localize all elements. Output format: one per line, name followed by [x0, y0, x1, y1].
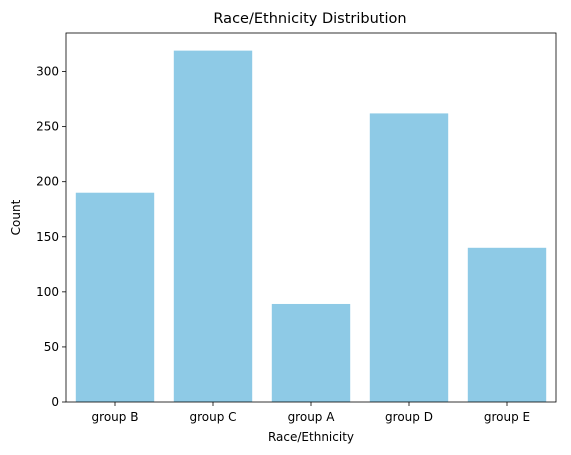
y-axis: 0 50 100 150 200 250 300 — [36, 65, 66, 409]
y-tick-label: 300 — [36, 65, 59, 79]
bar-group-e — [467, 247, 547, 402]
bars-layer — [75, 50, 547, 403]
plot-frame — [65, 32, 557, 403]
x-axis-label: Race/Ethnicity — [268, 430, 354, 444]
x-tick-label: group A — [288, 410, 336, 424]
y-tick-label: 200 — [36, 175, 59, 189]
y-tick-label: 50 — [44, 340, 59, 354]
bar-group-a — [271, 303, 351, 402]
x-tick-label: group E — [484, 410, 530, 424]
x-tick-label: group C — [189, 410, 236, 424]
bar-group-d — [369, 113, 449, 402]
x-axis: group B group C group A group D group E — [92, 402, 530, 424]
bar-group-b — [75, 192, 155, 402]
chart-title: Race/Ethnicity Distribution — [213, 11, 406, 27]
x-tick-label: group B — [92, 410, 139, 424]
bar-group-c — [173, 50, 253, 403]
y-tick-label: 250 — [36, 120, 59, 134]
x-tick-label: group D — [385, 410, 433, 424]
y-tick-label: 100 — [36, 285, 59, 299]
y-tick-label: 150 — [36, 230, 59, 244]
y-axis-label: Count — [9, 199, 23, 235]
y-tick-label: 0 — [51, 395, 59, 409]
